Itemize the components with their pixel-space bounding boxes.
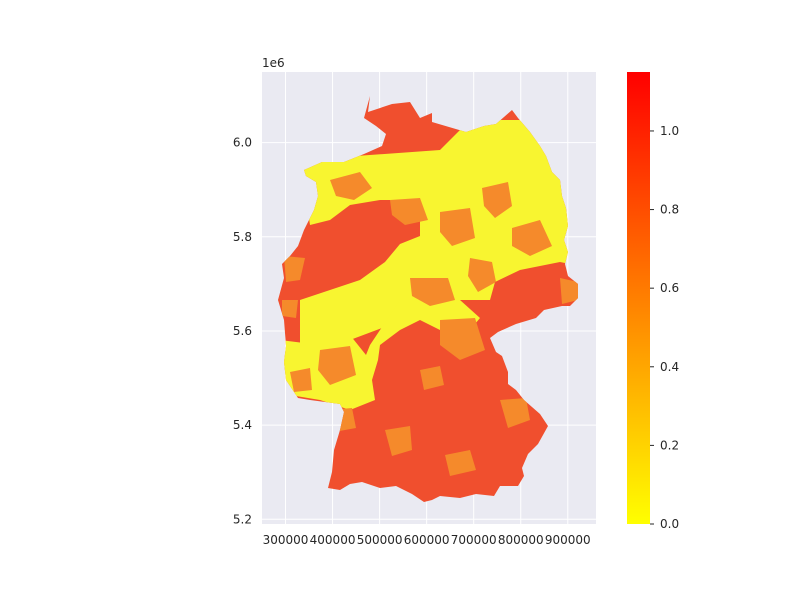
x-tick-label: 700000 xyxy=(451,533,497,547)
y-tick-label: 5.4 xyxy=(233,418,252,432)
region-mid-3 xyxy=(440,208,475,246)
region-mid-12 xyxy=(440,318,485,360)
y-offset-label: 1e6 xyxy=(262,56,285,70)
region-low-north xyxy=(300,120,578,350)
region-mid-18 xyxy=(420,366,444,390)
region-mid-14 xyxy=(385,426,412,456)
region-mid-10 xyxy=(318,346,356,385)
region-mid-1 xyxy=(330,172,372,200)
y-tick-label: 5.2 xyxy=(233,512,252,526)
colorbar-ticks: 0.0 0.2 0.4 0.6 0.8 1.0 xyxy=(650,124,679,531)
x-tick-label: 800000 xyxy=(498,533,544,547)
x-tick-label: 600000 xyxy=(404,533,450,547)
x-tick-label: 500000 xyxy=(357,533,403,547)
x-tick-label: 400000 xyxy=(310,533,356,547)
y-tick-label: 5.6 xyxy=(233,324,252,338)
region-mid-9 xyxy=(282,300,298,318)
colorbar-tick-label: 0.4 xyxy=(660,360,679,374)
region-mid-15 xyxy=(500,398,530,428)
x-tick-label: 900000 xyxy=(545,533,591,547)
region-mid-7 xyxy=(468,258,496,292)
colorbar-tick-label: 1.0 xyxy=(660,124,679,138)
colorbar-tick-label: 0.0 xyxy=(660,517,679,531)
germany-map xyxy=(278,96,578,502)
colorbar-tick-label: 0.8 xyxy=(660,203,679,217)
y-tick-label: 6.0 xyxy=(233,136,252,150)
region-mid-11 xyxy=(290,368,312,392)
region-mid-6 xyxy=(410,278,455,306)
region-mid-2 xyxy=(390,198,428,225)
x-axis-ticks: 300000 400000 500000 600000 700000 800000 9000… xyxy=(263,533,591,547)
region-mid-5 xyxy=(512,220,552,256)
x-tick-label: 300000 xyxy=(263,533,309,547)
y-tick-label: 5.8 xyxy=(233,230,252,244)
region-mid-8 xyxy=(284,256,305,282)
colorbar-tick-label: 0.6 xyxy=(660,281,679,295)
region-mid-4 xyxy=(482,182,512,218)
colorbar xyxy=(627,72,650,524)
region-mid-16 xyxy=(445,450,476,476)
y-axis-ticks: 5.2 5.4 5.6 5.8 6.0 xyxy=(233,136,252,527)
region-mid-17 xyxy=(560,278,578,304)
colorbar-tick-label: 0.2 xyxy=(660,438,679,452)
